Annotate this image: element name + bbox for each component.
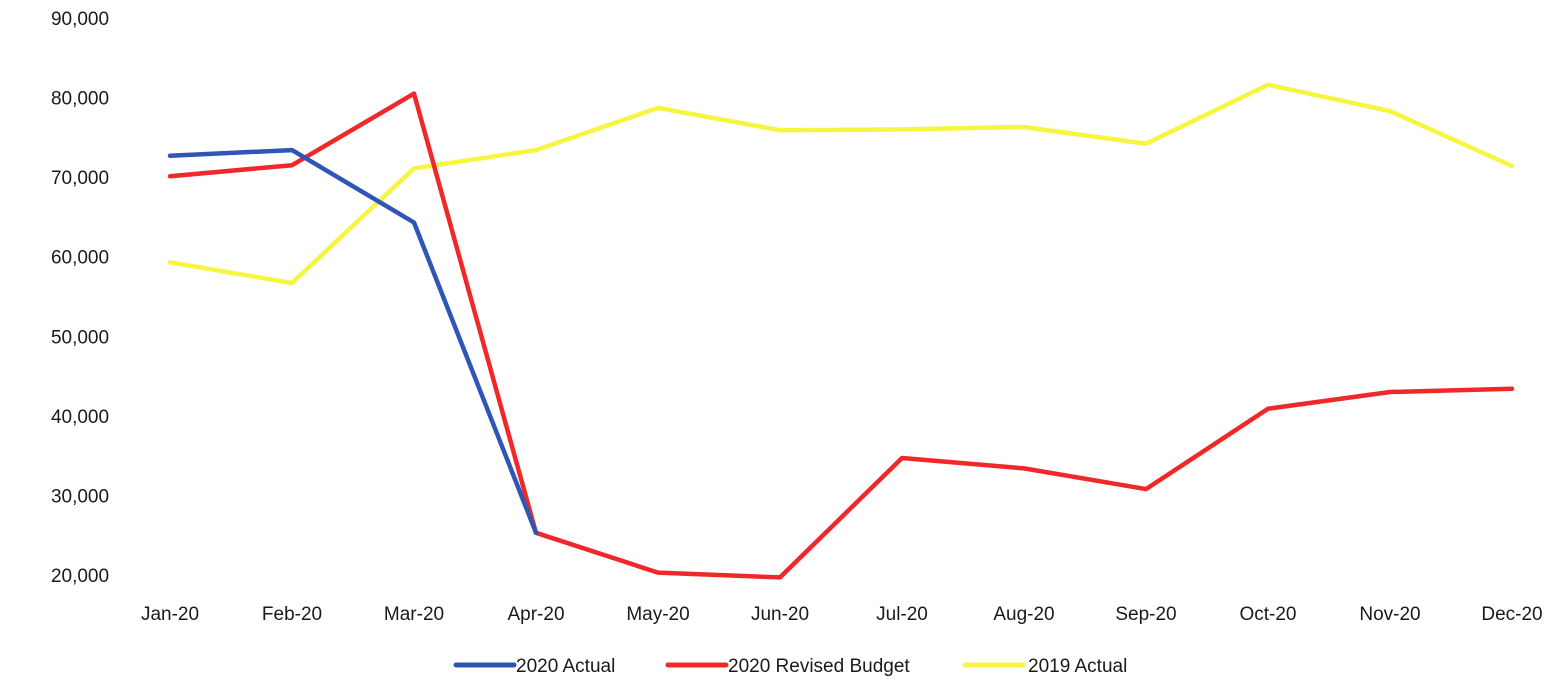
x-tick-label: Aug-20 [993,604,1054,625]
x-tick-label: Jan-20 [141,604,199,625]
x-tick-label: Oct-20 [1239,604,1296,625]
x-tick-label: Jun-20 [751,604,809,625]
series-line-2020-revised-budget [167,91,1515,580]
series-line-2020-actual [167,147,539,536]
y-tick-label: 20,000 [51,566,109,587]
x-axis: Jan-20 Feb-20 Mar-20 Apr-20 May-20 Jun-20 Jul-… [141,604,1543,625]
y-axis: 20,000 30,000 40,000 50,000 60,000 70,000 80,0… [51,9,109,587]
x-tick-label: Mar-20 [384,604,444,625]
legend-label-2019-actual: 2019 Actual [1028,656,1127,677]
series-layer [167,82,1515,580]
x-tick-label: Nov-20 [1359,604,1420,625]
x-tick-label: Jul-20 [876,604,928,625]
y-tick-label: 40,000 [51,407,109,428]
legend: 2020 Actual 2020 Revised Budget 2019 Actua… [453,656,1127,677]
y-tick-label: 80,000 [51,89,109,110]
x-tick-label: Dec-20 [1481,604,1542,625]
legend-label-2020-actual: 2020 Actual [516,656,615,677]
y-tick-label: 60,000 [51,248,109,269]
x-tick-label: Apr-20 [507,604,564,625]
legend-label-2020-revised-budget: 2020 Revised Budget [728,656,910,677]
y-tick-label: 50,000 [51,327,109,348]
x-tick-label: May-20 [626,604,689,625]
x-tick-label: Feb-20 [262,604,322,625]
y-tick-label: 70,000 [51,168,109,189]
y-tick-label: 90,000 [51,9,109,30]
y-tick-label: 30,000 [51,486,109,507]
x-tick-label: Sep-20 [1115,604,1176,625]
series-line-2019-actual [167,82,1515,286]
